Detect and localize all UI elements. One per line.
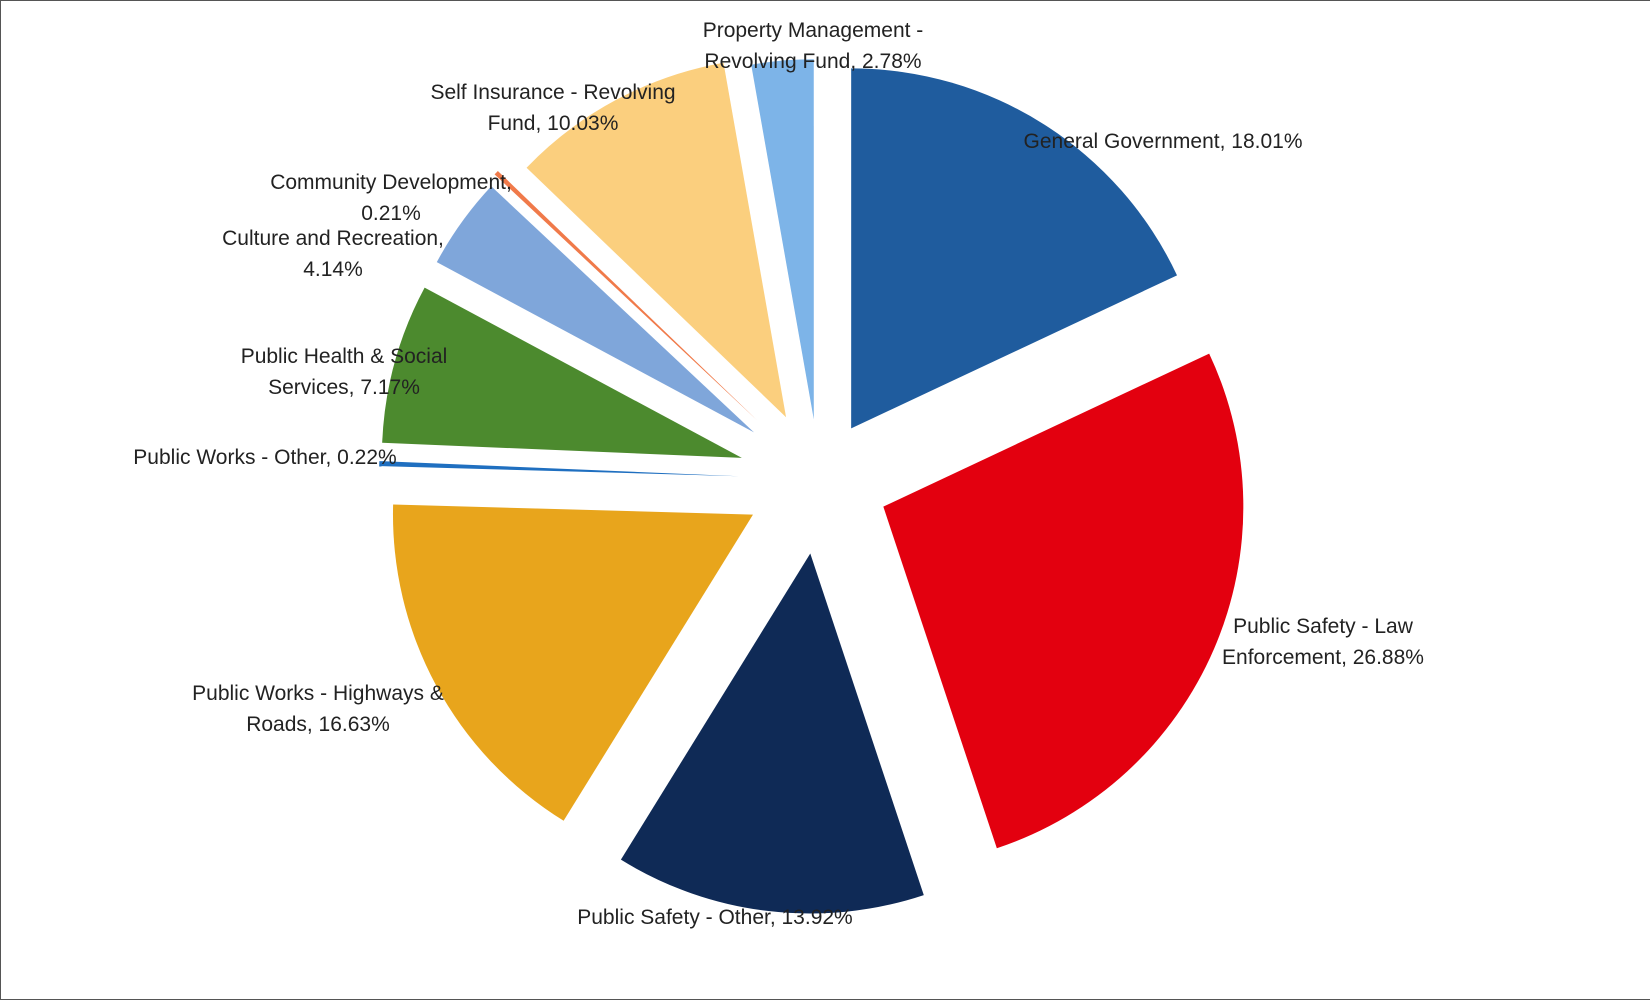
- pie-label-public-works-highways-roads: Public Works - Highways & Roads, 16.63%: [192, 682, 444, 736]
- pie-slice-general-government: [851, 68, 1178, 429]
- pie-slice-public-works-other: [379, 461, 740, 477]
- pie-label-public-safety-law-enforcement: Public Safety - Law Enforcement, 26.88%: [1222, 615, 1424, 669]
- pie-label-community-development: Community Development, 0.21%: [270, 171, 512, 225]
- pie-slice-public-health-social-services: [382, 287, 742, 458]
- pie-slice-property-management-revolving-fund: [751, 59, 814, 420]
- pie-label-public-health-social-services: Public Health & Social Services, 7.17%: [241, 345, 448, 399]
- pie-label-self-insurance-revolving-fund: Self Insurance - Revolving Fund, 10.03%: [430, 81, 675, 135]
- pie-slice-culture-and-recreation: [436, 186, 755, 433]
- pie-labels: General Government, 18.01% Public Safety …: [133, 19, 1424, 929]
- pie-slices: [379, 59, 1244, 914]
- pie-slice-public-safety-other: [620, 553, 924, 914]
- pie-label-public-safety-other: Public Safety - Other, 13.92%: [577, 906, 852, 929]
- pie-label-culture-and-recreation: Culture and Recreation, 4.14%: [222, 227, 444, 281]
- pie-slice-public-safety-law-enforcement: [883, 353, 1244, 849]
- pie-slice-public-works-highways-roads: [392, 504, 753, 821]
- pie-label-property-management-revolving-fund: Property Management -Revolving Fund, 2.7…: [703, 19, 924, 73]
- pie-slice-self-insurance-revolving-fund: [526, 62, 787, 418]
- pie-label-general-government: General Government, 18.01%: [1024, 130, 1303, 153]
- pie-slice-community-development: [494, 170, 758, 421]
- pie-label-public-works-other: Public Works - Other, 0.22%: [133, 446, 396, 469]
